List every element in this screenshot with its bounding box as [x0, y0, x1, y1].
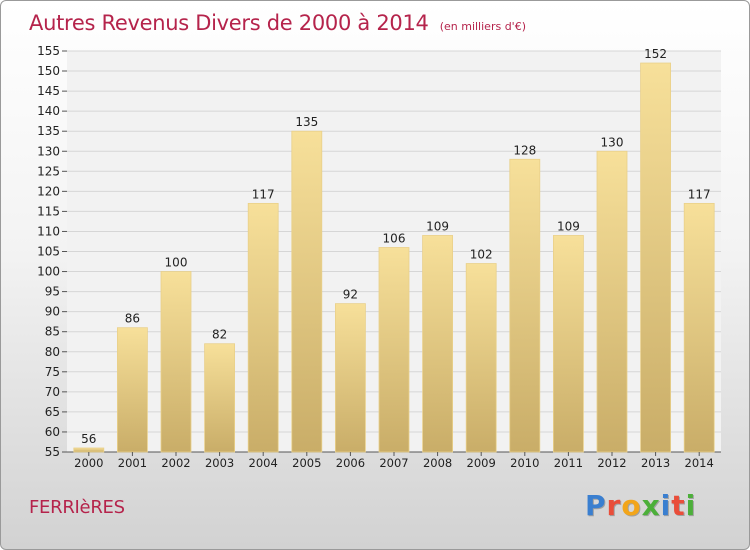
x-tick-label-2011: 2011	[554, 456, 583, 470]
y-tick-label: 140	[37, 104, 60, 118]
logo-letter: x	[641, 489, 661, 522]
y-tick-label: 100	[37, 265, 60, 279]
y-tick-label: 85	[45, 325, 60, 339]
data-label-2003: 82	[212, 328, 227, 342]
data-label-2001: 86	[125, 312, 140, 326]
x-tick-label-2001: 2001	[118, 456, 147, 470]
bar-2006	[334, 303, 366, 453]
data-label-2004: 117	[252, 187, 275, 201]
y-tick-label: 65	[45, 405, 60, 419]
data-label-2008: 109	[426, 219, 449, 233]
logo-letter: P	[585, 489, 607, 522]
y-tick-label: 110	[37, 224, 60, 238]
logo-letter: t	[671, 489, 686, 522]
y-tick-label: 60	[45, 425, 60, 439]
data-label-2013: 152	[644, 47, 667, 61]
data-label-2014: 117	[688, 187, 711, 201]
bar-2000	[73, 447, 105, 453]
y-tick-label: 115	[37, 204, 60, 218]
y-tick-label: 155	[37, 44, 60, 58]
y-tick-label: 135	[37, 124, 60, 138]
logo-letter: r	[606, 489, 622, 522]
bar-2010	[509, 158, 541, 453]
bar-2005	[291, 130, 323, 453]
y-tick-label: 55	[45, 445, 60, 459]
x-tick-label-2007: 2007	[379, 456, 408, 470]
bar-2001	[117, 327, 148, 453]
x-tick-label-2014: 2014	[685, 456, 714, 470]
bar-2009	[465, 263, 497, 453]
data-labels: 56 86 100 82 117 135 92 106 109 102 128 109 130 152 11…	[81, 47, 710, 446]
bars	[73, 62, 715, 453]
x-tick-label-2010: 2010	[510, 456, 539, 470]
bar-2002	[160, 271, 192, 453]
data-label-2009: 102	[470, 248, 493, 262]
bar-2004	[247, 202, 279, 453]
y-tick-label: 105	[37, 245, 60, 259]
chart-title: Autres Revenus Divers de 2000 à 2014	[29, 11, 429, 35]
x-tick-label-2013: 2013	[641, 456, 670, 470]
data-label-2010: 128	[513, 143, 536, 157]
bar-2007	[378, 247, 410, 453]
town-name: FERRIèRES	[29, 497, 125, 518]
chart-unit-note: (en milliers d'€)	[439, 20, 526, 33]
x-tick-label-2005: 2005	[292, 456, 321, 470]
y-tick-label: 120	[37, 184, 60, 198]
chart-title-group: Autres Revenus Divers de 2000 à 2014 (en…	[29, 11, 526, 35]
data-label-2011: 109	[557, 219, 580, 233]
x-tick-label-2009: 2009	[467, 456, 496, 470]
y-tick-label: 150	[37, 64, 60, 78]
y-tick-label: 130	[37, 144, 60, 158]
x-axis: 2000 2001 2002 2003 2004 2005 2006 2007 2008 2009…	[74, 452, 714, 470]
data-label-2000: 56	[81, 432, 96, 446]
y-tick-label: 90	[45, 305, 60, 319]
y-tick-label: 95	[45, 285, 60, 299]
bar-2003	[204, 343, 236, 453]
data-label-2007: 106	[383, 231, 406, 245]
bar-2012	[596, 150, 628, 453]
logo-letter: i	[660, 489, 672, 522]
x-tick-label-2008: 2008	[423, 456, 452, 470]
x-tick-label-2000: 2000	[74, 456, 103, 470]
y-tick-label: 80	[45, 345, 60, 359]
y-tick-label: 75	[45, 365, 60, 379]
y-tick-label: 70	[45, 385, 60, 399]
data-label-2006: 92	[343, 288, 358, 302]
data-label-2002: 100	[165, 256, 188, 270]
bar-2011	[553, 235, 584, 453]
data-label-2012: 130	[601, 135, 624, 149]
y-axis: 55 60 65 70 75 80 85 90 95 100 105 110 115 120 125 130 1…	[37, 44, 721, 459]
bar-2014	[683, 202, 715, 453]
logo-letter: i	[685, 489, 697, 522]
x-tick-label-2012: 2012	[597, 456, 626, 470]
bar-2008	[422, 235, 454, 453]
proxiti-logo[interactable]: Proxiti	[585, 489, 696, 522]
data-label-2005: 135	[295, 115, 318, 129]
x-tick-label-2006: 2006	[336, 456, 365, 470]
x-tick-label-2002: 2002	[161, 456, 190, 470]
bar-2013	[640, 62, 671, 453]
y-tick-label: 125	[37, 164, 60, 178]
x-tick-label-2004: 2004	[249, 456, 278, 470]
x-tick-label-2003: 2003	[205, 456, 234, 470]
y-tick-label: 145	[37, 84, 60, 98]
logo-letter: o	[621, 489, 642, 522]
